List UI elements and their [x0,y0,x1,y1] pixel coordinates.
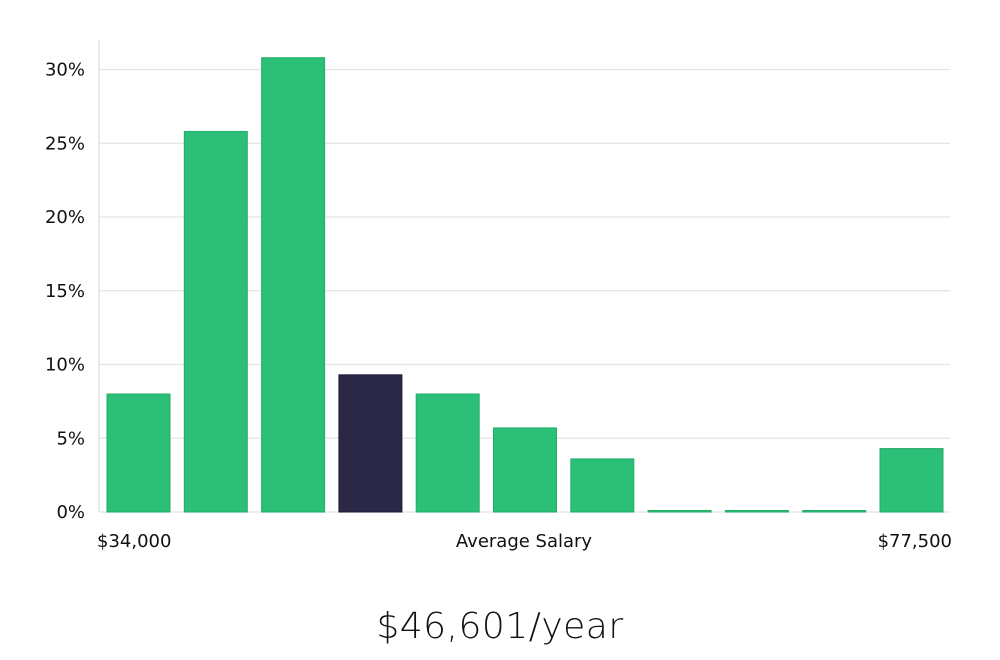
bars [106,57,944,513]
y-axis-tick-labels: 0% 5% 10% 15% 20% 25% 30% [45,60,85,524]
bar [493,427,557,513]
y-tick-label: 10% [45,355,85,376]
bar [570,458,635,513]
y-tick-label: 0% [56,502,85,523]
y-tick-label: 20% [45,207,85,228]
y-tick-label: 15% [45,281,85,302]
x-axis-title: Average Salary [456,531,593,552]
salary-histogram: 0% 5% 10% 15% 20% 25% 30% $34,000 Average Sala… [45,40,952,552]
bar-highlighted [338,374,403,513]
bar [183,130,248,513]
bar [415,393,480,513]
y-tick-label: 25% [45,133,85,154]
y-tick-label: 5% [56,428,85,449]
bar [261,57,326,513]
y-tick-label: 30% [45,60,85,81]
bar [647,510,712,513]
bar [724,510,789,513]
average-salary-value: $46,601/year [376,606,624,647]
bar [879,448,944,513]
x-max-label: $77,500 [878,531,952,552]
bar [802,510,867,513]
x-min-label: $34,000 [97,531,171,552]
bar [106,393,171,513]
